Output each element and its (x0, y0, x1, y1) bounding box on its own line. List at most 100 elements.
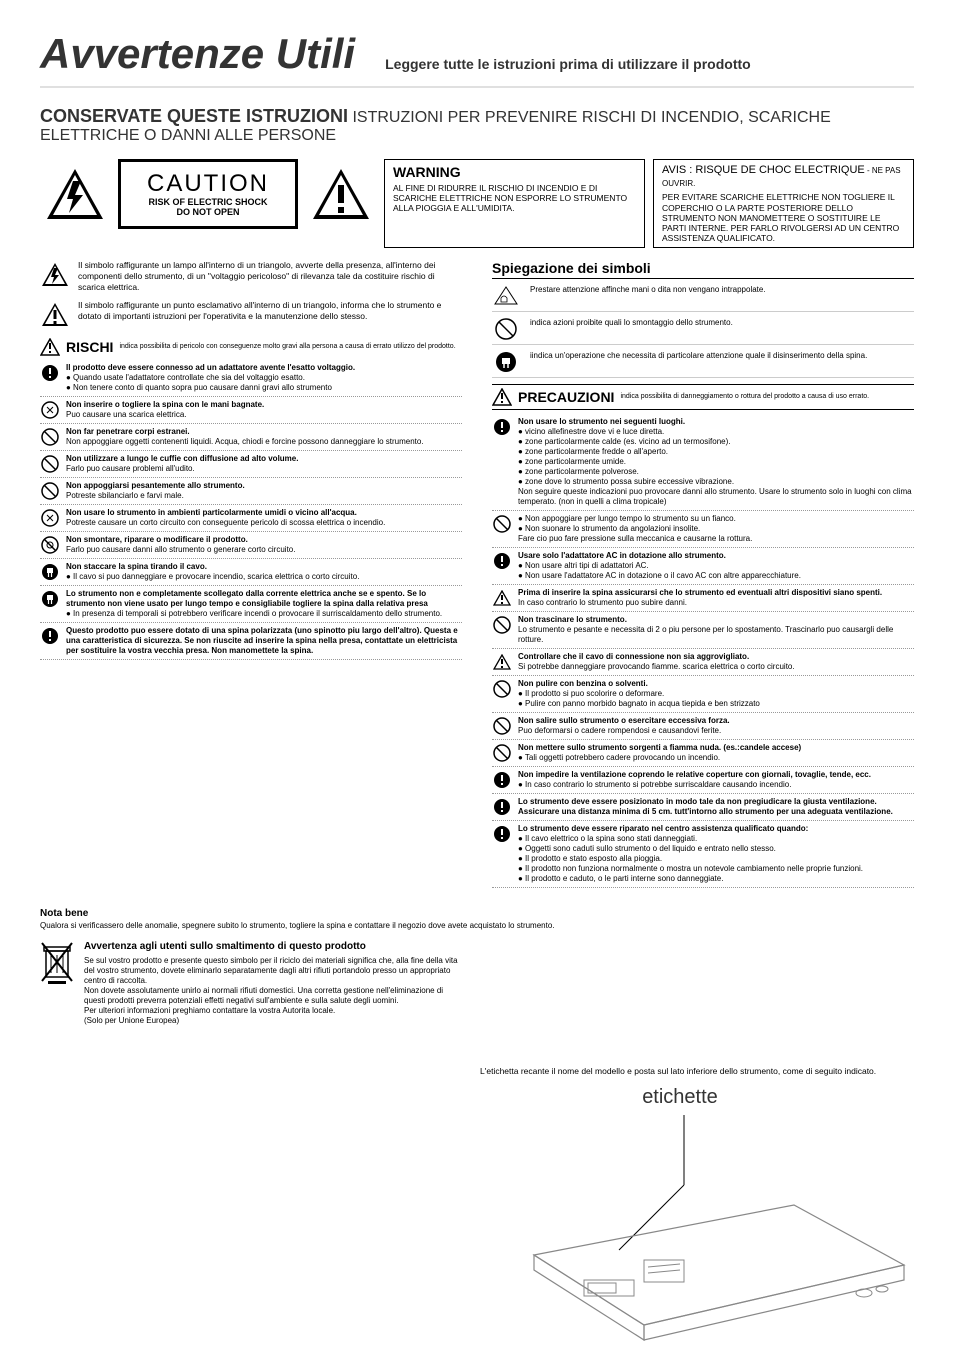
bottom-note: L'etichetta recante il nome del modello … (480, 1066, 914, 1076)
item-text: Lo strumento deve essere posizionato in … (518, 797, 914, 817)
disposal-text: Avvertenza agli utenti sullo smaltimento… (84, 941, 464, 1026)
safety-item: Non salire sullo strumento o esercitare … (492, 713, 914, 740)
safety-item: Non smontare, riparare o modificare il p… (40, 532, 462, 559)
two-column-layout: Il simbolo raffigurante un lampo all'int… (40, 260, 914, 888)
legend-text-2: indica azioni proibite quali lo smontagg… (530, 318, 914, 328)
page-subtitle: Leggere tutte le istruzioni prima di uti… (385, 56, 751, 78)
spiegazione-title: Spiegazione dei simboli (492, 260, 914, 279)
warning-title: WARNING (393, 164, 636, 181)
safety-item: Non impedire la ventilazione coprendo le… (492, 767, 914, 794)
item-icon (492, 797, 512, 817)
item-text: Usare solo l'adattatore AC in dotazione … (518, 551, 914, 581)
item-text: Non impedire la ventilazione coprendo le… (518, 770, 914, 790)
safety-item: Non usare lo strumento in ambienti parti… (40, 505, 462, 532)
item-text: Non smontare, riparare o modificare il p… (66, 535, 462, 555)
safety-item: Usare solo l'adattatore AC in dotazione … (492, 548, 914, 585)
safety-item: Questo prodotto puo essere dotato di una… (40, 623, 462, 660)
item-text: Non staccare la spina tirando il cavo.● … (66, 562, 462, 582)
item-icon (492, 615, 512, 635)
safety-item: Controllare che il cavo di connessione n… (492, 649, 914, 676)
safety-item: Non utilizzare a lungo le cuffie con dif… (40, 451, 462, 478)
etichette-label: etichette (480, 1086, 880, 1109)
weee-icon (40, 941, 76, 1026)
safety-item: Non inserire o togliere la spina con le … (40, 397, 462, 424)
lightning-triangle-icon (40, 159, 110, 229)
legend-text-1: Prestare attenzione affinche mani o dita… (530, 285, 914, 295)
disposal-block: Avvertenza agli utenti sullo smaltimento… (40, 941, 914, 1026)
disposal-title: Avvertenza agli utenti sullo smaltimento… (84, 941, 464, 954)
item-icon (40, 427, 60, 447)
item-text: Controllare che il cavo di connessione n… (518, 652, 914, 672)
exclaim-triangle-icon (306, 159, 376, 229)
item-text: Non usare lo strumento nei seguenti luog… (518, 417, 914, 507)
item-icon (492, 417, 512, 437)
item-text: ● Non appoggiare per lungo tempo lo stru… (518, 514, 914, 544)
rischi-label: RISCHI (66, 339, 113, 355)
item-icon (40, 363, 60, 383)
symbol-explain-2: Il simbolo raffigurante un punto esclama… (40, 300, 462, 330)
precauzioni-label: PRECAUZIONI (518, 389, 614, 405)
legend-row-3: iindica un'operazione che necessita di p… (492, 351, 914, 378)
instruction-bold: CONSERVATE QUESTE ISTRUZIONI (40, 106, 348, 126)
warning-triangle-icon (492, 388, 512, 406)
no-disassemble-icon (492, 318, 520, 340)
rischi-sublabel: indica possibilita di pericolo con conse… (119, 343, 462, 351)
caution-box: CAUTION RISK OF ELECTRIC SHOCK DO NOT OP… (118, 159, 298, 229)
warning-triangle-icon (40, 338, 60, 356)
avis-title: AVIS : RISQUE DE CHOC ELECTRIQUE - NE PA… (662, 164, 905, 190)
caution-line2: DO NOT OPEN (176, 208, 239, 218)
safety-item: Non appoggiarsi pesantemente allo strume… (40, 478, 462, 505)
precauzioni-sublabel: indica possibilita di danneggiamento o r… (620, 393, 914, 401)
safety-item: Il prodotto deve essere connesso ad un a… (40, 360, 462, 397)
item-icon (492, 824, 512, 844)
exclaim-small-icon (40, 300, 70, 330)
item-icon (40, 508, 60, 528)
item-text: Non far penetrare corpi estranei.Non app… (66, 427, 462, 447)
rischi-header: RISCHI indica possibilita di pericolo co… (40, 338, 462, 356)
item-icon (492, 716, 512, 736)
page-title: Avvertenze Utili (40, 30, 355, 78)
item-text: Non pulire con benzina o solventi.● Il p… (518, 679, 914, 709)
safety-item: Non staccare la spina tirando il cavo.● … (40, 559, 462, 586)
unplug-icon (492, 351, 520, 373)
item-text: Lo strumento non e completamente scolleg… (66, 589, 462, 619)
item-icon (492, 743, 512, 763)
safety-item: Non far penetrare corpi estranei.Non app… (40, 424, 462, 451)
item-icon (40, 400, 60, 420)
symbol-text-2: Il simbolo raffigurante un punto esclama… (78, 300, 462, 321)
safety-item: Non pulire con benzina o solventi.● Il p… (492, 676, 914, 713)
avis-body: PER EVITARE SCARICHE ELETTRICHE NON TOGL… (662, 192, 905, 243)
precauzioni-header: PRECAUZIONI indica possibilita di danneg… (492, 384, 914, 410)
item-icon (492, 679, 512, 699)
instruction-line: CONSERVATE QUESTE ISTRUZIONI ISTRUZIONI … (40, 106, 914, 145)
item-icon (40, 535, 60, 555)
item-icon (40, 481, 60, 501)
safety-item: Lo strumento deve essere posizionato in … (492, 794, 914, 821)
nota-block: Nota bene Qualora si verificassero delle… (40, 908, 914, 931)
item-text: Il prodotto deve essere connesso ad un a… (66, 363, 462, 393)
item-text: Non usare lo strumento in ambienti parti… (66, 508, 462, 528)
item-icon (492, 514, 512, 534)
lightning-small-icon (40, 260, 70, 290)
item-icon (492, 551, 512, 571)
item-icon (492, 652, 512, 672)
safety-item: Non mettere sullo strumento sorgenti a f… (492, 740, 914, 767)
item-text: Lo strumento deve essere riparato nel ce… (518, 824, 914, 884)
item-text: Non salire sullo strumento o esercitare … (518, 716, 914, 736)
divider (40, 86, 914, 88)
item-text: Prima di inserire la spina assicurarsi c… (518, 588, 914, 608)
nota-body: Qualora si verificassero delle anomalie,… (40, 921, 914, 931)
item-text: Non trascinare lo strumento.Lo strumento… (518, 615, 914, 645)
warning-body: AL FINE DI RIDURRE IL RISCHIO DI INCENDI… (393, 183, 636, 214)
disposal-body: Se sul vostro prodotto e presente questo… (84, 956, 464, 1026)
safety-item: Non usare lo strumento nei seguenti luog… (492, 414, 914, 511)
item-icon (40, 626, 60, 646)
top-box-row: CAUTION RISK OF ELECTRIC SHOCK DO NOT OP… (40, 159, 914, 248)
item-icon (492, 588, 512, 608)
safety-item: Non trascinare lo strumento.Lo strumento… (492, 612, 914, 649)
item-icon (40, 454, 60, 474)
safety-item: ● Non appoggiare per lungo tempo lo stru… (492, 511, 914, 548)
item-icon (492, 770, 512, 790)
symbol-explain-1: Il simbolo raffigurante un lampo all'int… (40, 260, 462, 292)
left-column: Il simbolo raffigurante un lampo all'int… (40, 260, 462, 888)
